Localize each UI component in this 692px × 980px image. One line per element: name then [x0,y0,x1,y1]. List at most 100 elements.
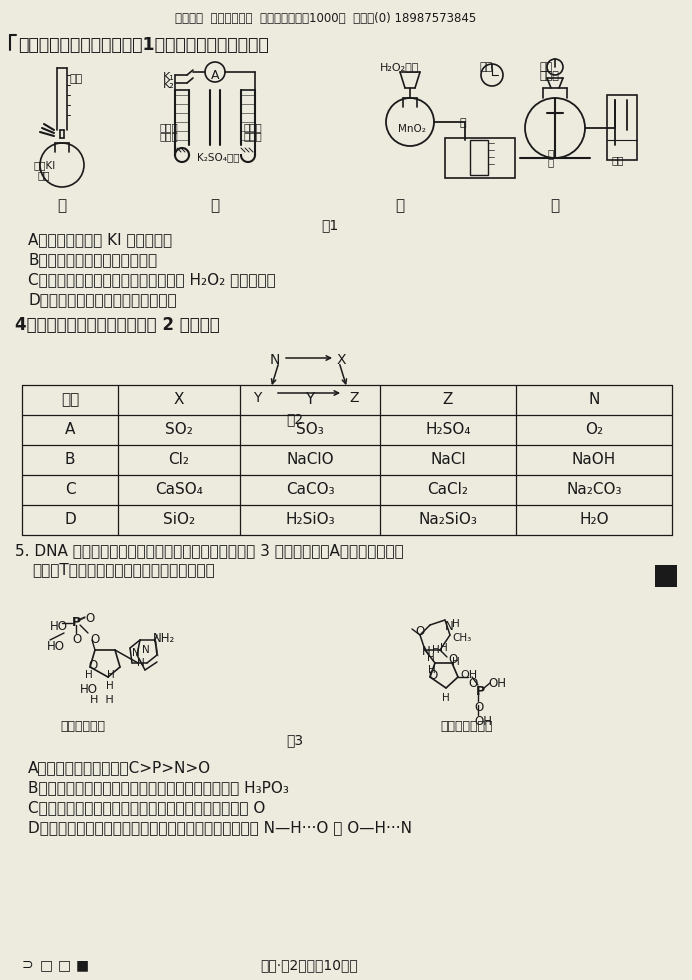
Text: CaSO₄: CaSO₄ [155,482,203,497]
Text: N: N [588,392,600,407]
Text: 维护权益  严禁提前考试  第一举报者重奖1000元  电话：(0) 18987573845: 维护权益 严禁提前考试 第一举报者重奖1000元 电话：(0) 18987573… [175,12,476,25]
Text: H: H [427,653,435,663]
Text: K₁: K₁ [163,72,175,82]
Text: N: N [137,658,145,668]
Text: B．用乙装置制作氢氧燃料电池: B．用乙装置制作氢氧燃料电池 [28,252,157,267]
Text: 墨电极: 墨电极 [159,131,178,141]
Text: Cl₂: Cl₂ [168,452,190,467]
Text: 5. DNA 中碱基通过氢键配对结合形成双螺旋结构，图 3 表示腺嘌呤（A）核苷酸与胸腺: 5. DNA 中碱基通过氢键配对结合形成双螺旋结构，图 3 表示腺嘌呤（A）核苷… [15,543,403,558]
Text: K₂: K₂ [163,80,175,90]
Text: 选项: 选项 [61,392,79,407]
Text: NH₂: NH₂ [153,632,175,645]
Bar [655,565,677,587]
Text: H₂O: H₂O [579,512,609,527]
Text: 石: 石 [547,157,553,167]
Text: 甲: 甲 [57,198,66,213]
Text: NaCl: NaCl [430,452,466,467]
Text: ■: ■ [76,958,89,972]
Text: 嘧啶（T）核苷酸的结构，下列说法正确的是: 嘧啶（T）核苷酸的结构，下列说法正确的是 [32,562,215,577]
Text: O: O [468,677,477,690]
Text: H: H [452,619,459,629]
Text: ⊃: ⊃ [22,958,34,972]
Text: 多孔石: 多孔石 [159,122,178,132]
Text: NaOH: NaOH [572,452,616,467]
Text: Y: Y [305,392,315,407]
Text: 丙: 丙 [395,198,404,213]
Text: 多孔石: 多孔石 [243,122,262,132]
Text: D: D [64,512,76,527]
Text: 丁: 丁 [550,198,559,213]
Text: CH₃: CH₃ [452,633,471,643]
Text: 乙: 乙 [210,198,219,213]
Text: N: N [132,648,140,658]
Text: H: H [442,693,450,703]
Text: 化学·第2页（共10页）: 化学·第2页（共10页） [260,958,358,972]
Text: 4．下列转化中不能一步实现图 2 转化的是: 4．下列转化中不能一步实现图 2 转化的是 [15,316,220,334]
Text: C．用丙装置通过测定氧气的体积计算 H₂O₂ 的分解速率: C．用丙装置通过测定氧气的体积计算 H₂O₂ 的分解速率 [28,272,275,287]
Text: O: O [90,633,99,646]
Text: O: O [474,701,483,714]
Text: SO₃: SO₃ [296,422,324,437]
Text: H₂SiO₃: H₂SiO₃ [285,512,335,527]
Text: O₂: O₂ [585,422,603,437]
Text: D．用丁装置证明乙炔可使溴水褪色: D．用丁装置证明乙炔可使溴水褪色 [28,292,176,307]
Text: O: O [415,625,424,638]
Text: Z: Z [443,392,453,407]
Text: OH: OH [488,677,506,690]
Text: H  H: H H [90,695,113,705]
Text: HO: HO [50,620,68,633]
Text: CaCO₃: CaCO₃ [286,482,334,497]
Text: N: N [445,620,454,633]
Text: B: B [65,452,75,467]
Text: 腺嘌呤核苷酸: 腺嘌呤核苷酸 [60,720,105,733]
Text: K₂SO₄溶液: K₂SO₄溶液 [197,152,239,162]
Text: A: A [211,69,219,82]
Text: A: A [65,422,75,437]
Bar [607,95,637,160]
Text: 溴水: 溴水 [612,155,624,165]
Text: □: □ [40,958,53,972]
Bar [445,138,515,178]
Text: H: H [85,670,93,680]
Text: H: H [452,657,459,667]
Text: X: X [337,353,347,367]
Text: H: H [432,645,439,655]
Text: O: O [428,669,437,682]
Text: C．胸腺嘧啶核苷酸含有的所有元素中电负性最高的是 O: C．胸腺嘧啶核苷酸含有的所有元素中电负性最高的是 O [28,800,265,815]
Text: 食盐水: 食盐水 [540,71,560,81]
Text: 图3: 图3 [286,733,304,747]
Text: OH: OH [460,670,477,680]
Text: 水: 水 [460,118,466,128]
Text: H₂O₂溶液: H₂O₂溶液 [380,62,419,72]
Text: 溶液: 溶液 [38,170,51,180]
Text: O: O [88,659,98,672]
Text: N: N [142,645,149,655]
Text: MnO₂: MnO₂ [398,124,426,134]
Text: CaCl₂: CaCl₂ [428,482,468,497]
Text: X: X [174,392,184,407]
Text: H: H [440,643,448,653]
Text: Y: Y [253,391,262,405]
Text: SiO₂: SiO₂ [163,512,195,527]
Text: A．用甲装置测定 KI 溶液的浓度: A．用甲装置测定 KI 溶液的浓度 [28,232,172,247]
Text: H: H [107,670,115,680]
Text: 胸腺嘧啶核苷酸: 胸腺嘧啶核苷酸 [440,720,493,733]
Text: B．腺嘌呤核苷酸和胸腺嘧啶核苷酸水解后均能生成 H₃PO₃: B．腺嘌呤核苷酸和胸腺嘧啶核苷酸水解后均能生成 H₃PO₃ [28,780,289,795]
Text: A．简单氢化物的键角：C>P>N>O: A．简单氢化物的键角：C>P>N>O [28,760,211,775]
Text: 下列实验装置或操作（如图1）能够达到实验目的的是: 下列实验装置或操作（如图1）能够达到实验目的的是 [18,36,268,54]
Text: □: □ [58,958,71,972]
Text: D．腺嘌呤核苷酸与胸腺嘧啶核苷酸中形成的氢键分别为 N—H···O 和 O—H···N: D．腺嘌呤核苷酸与胸腺嘧啶核苷酸中形成的氢键分别为 N—H···O 和 O—H·… [28,820,412,835]
Text: P: P [476,685,485,698]
Text: OH: OH [474,715,492,728]
Text: HO: HO [80,683,98,696]
Bar [470,140,488,175]
Text: Z: Z [349,391,358,405]
Text: 图1: 图1 [321,218,338,232]
Text: Na₂CO₃: Na₂CO₃ [566,482,621,497]
Text: H₂SO₄: H₂SO₄ [426,422,471,437]
Text: Na₂SiO₃: Na₂SiO₃ [419,512,477,527]
Text: SO₂: SO₂ [165,422,193,437]
Text: HO: HO [47,640,65,653]
Text: 秒表: 秒表 [480,62,493,72]
Text: O: O [448,653,457,666]
